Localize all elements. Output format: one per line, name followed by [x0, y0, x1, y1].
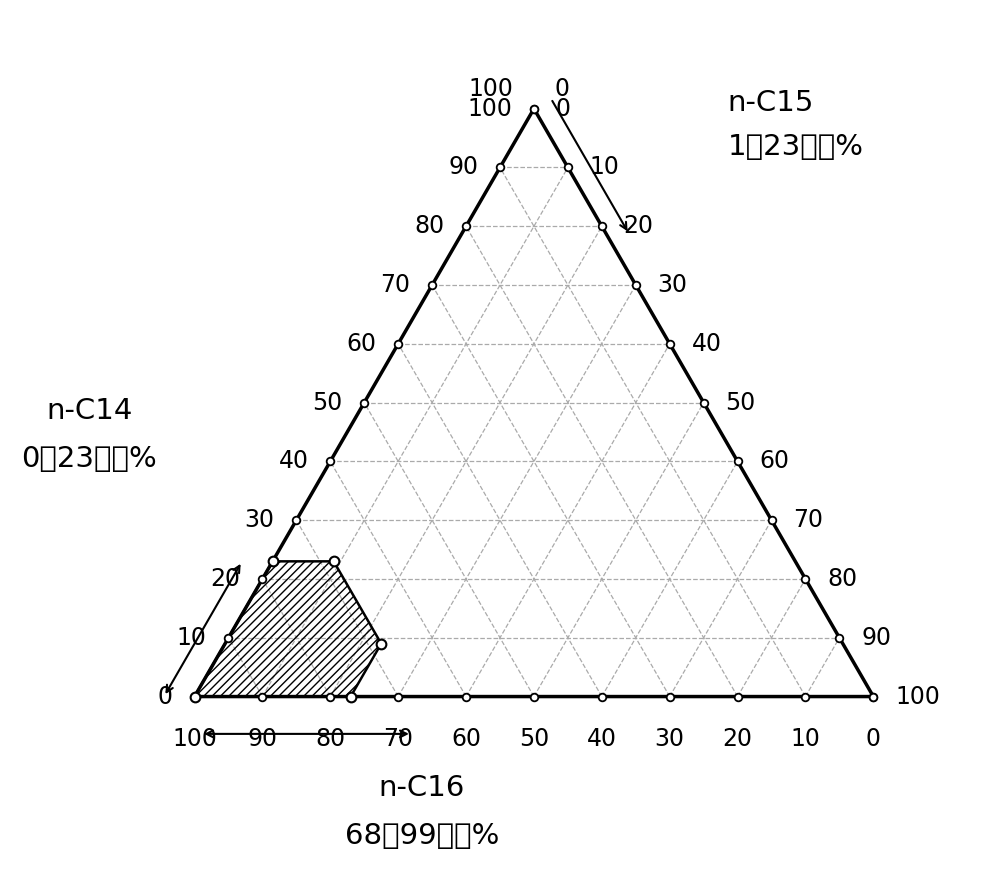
Text: 60: 60 [759, 449, 789, 474]
Text: 0: 0 [556, 96, 571, 121]
Text: 100: 100 [172, 728, 217, 751]
Text: n-C15: n-C15 [727, 88, 814, 117]
Text: n-C14: n-C14 [46, 398, 133, 425]
Text: 100: 100 [467, 96, 512, 121]
Text: 70: 70 [380, 273, 410, 297]
Text: 0～23质量%: 0～23质量% [21, 445, 157, 473]
Text: 70: 70 [793, 508, 823, 532]
Text: 30: 30 [657, 273, 687, 297]
Text: 40: 40 [587, 728, 617, 751]
Text: 10: 10 [791, 728, 820, 751]
Text: 1～23质量%: 1～23质量% [727, 133, 863, 161]
Text: 30: 30 [245, 508, 275, 532]
Text: 40: 40 [691, 332, 721, 356]
Text: 100: 100 [895, 684, 940, 709]
Text: 50: 50 [725, 391, 756, 415]
Text: n-C16: n-C16 [379, 774, 465, 802]
Text: 0: 0 [866, 728, 881, 751]
Text: 80: 80 [414, 214, 444, 239]
Text: 60: 60 [451, 728, 481, 751]
Text: 50: 50 [312, 391, 343, 415]
Text: 20: 20 [624, 214, 654, 239]
Text: 40: 40 [279, 449, 309, 474]
Text: 60: 60 [346, 332, 376, 356]
Text: 80: 80 [827, 567, 857, 591]
Text: 70: 70 [383, 728, 413, 751]
Text: 100: 100 [469, 77, 514, 101]
Text: 90: 90 [861, 626, 891, 650]
Text: 50: 50 [519, 728, 549, 751]
Text: 68～99质量%: 68～99质量% [345, 822, 499, 850]
Text: 10: 10 [177, 626, 207, 650]
Text: 90: 90 [448, 156, 478, 179]
Text: 20: 20 [211, 567, 241, 591]
Text: 80: 80 [315, 728, 345, 751]
Text: 30: 30 [655, 728, 685, 751]
Text: 10: 10 [590, 156, 619, 179]
Text: 20: 20 [723, 728, 753, 751]
Text: 90: 90 [247, 728, 277, 751]
Text: 0: 0 [554, 77, 569, 101]
Text: 0: 0 [158, 684, 173, 709]
